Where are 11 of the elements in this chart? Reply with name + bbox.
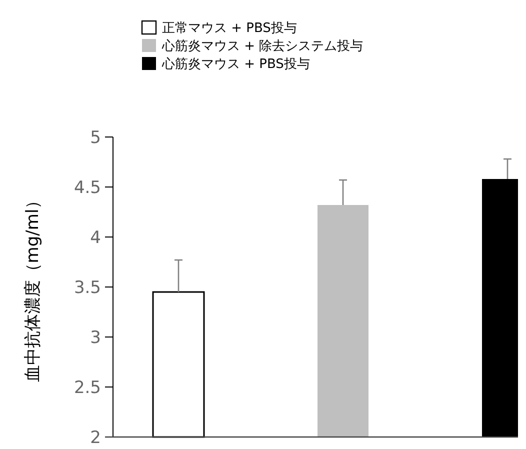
y-axis-title: 血中抗体濃度（mg/ml）: [23, 192, 43, 382]
y-tick-label: 3: [90, 328, 101, 348]
y-tick-label: 2.5: [74, 378, 101, 398]
legend-label: 正常マウス + PBS投与: [162, 21, 297, 36]
y-tick-label: 4.5: [74, 178, 101, 198]
y-tick-label: 4: [90, 228, 101, 248]
y-tick-label: 3.5: [74, 278, 101, 298]
y-tick-label: 2: [90, 428, 101, 448]
legend-label: 心筋炎マウス + 除去システム投与: [161, 38, 364, 54]
y-tick-label: 5: [90, 128, 101, 148]
legend-label: 心筋炎マウス + PBS投与: [161, 56, 310, 72]
